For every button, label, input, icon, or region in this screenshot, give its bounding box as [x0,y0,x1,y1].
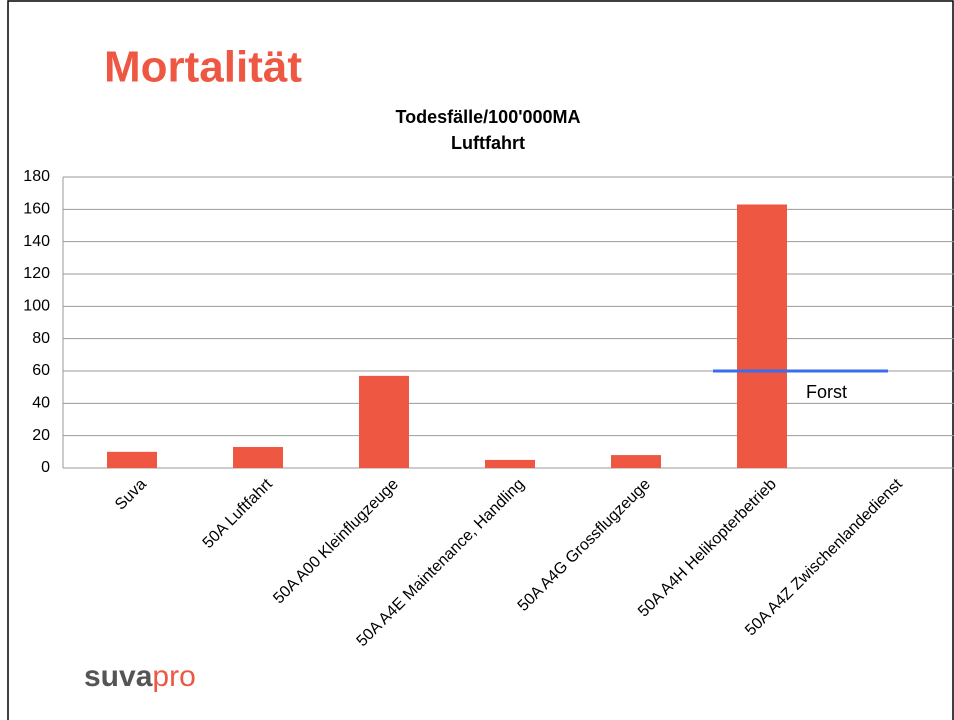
y-tick-label: 160 [23,201,50,218]
bar [233,446,283,468]
y-tick-label: 60 [32,362,50,379]
bar [107,451,157,468]
logo-part: pro [152,660,195,693]
slide-frame [7,0,954,720]
bar [485,459,535,468]
chart-subtitle: Luftfahrt [451,133,525,153]
bar [359,375,409,468]
bar [737,204,787,468]
chart-title: Todesfälle/100'000MA [395,107,580,127]
y-tick-label: 120 [23,265,50,282]
slide-title: Mortalität [104,43,302,92]
bar [611,455,661,468]
logo-part: suva [84,660,153,693]
y-tick-label: 180 [23,168,50,185]
reference-label: Forst [806,382,847,402]
y-tick-label: 0 [41,459,50,476]
y-tick-label: 100 [23,298,50,315]
y-tick-label: 20 [32,427,50,444]
y-tick-label: 140 [23,233,50,250]
y-tick-label: 80 [32,330,50,347]
logo: suvapro [84,660,196,693]
y-tick-label: 40 [32,395,50,412]
